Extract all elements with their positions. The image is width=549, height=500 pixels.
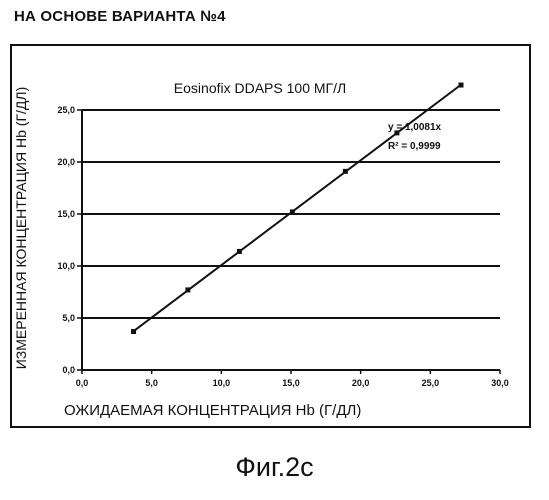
x-tick-label: 20,0	[352, 378, 370, 388]
y-tick-label: 0,0	[62, 365, 75, 375]
x-tick-label: 15,0	[282, 378, 300, 388]
x-tick-label: 0,0	[76, 378, 89, 388]
data-point	[237, 249, 242, 254]
x-tick-label: 5,0	[145, 378, 158, 388]
y-tick-label: 20,0	[57, 157, 75, 167]
data-point	[290, 209, 295, 214]
y-tick-label: 25,0	[57, 105, 75, 115]
y-tick-labels: 0,0 5,0 10,0 15,0 20,0 25,0	[57, 105, 75, 375]
y-tick-label: 10,0	[57, 261, 75, 271]
chart-title: Eosinofix DDAPS 100 МГ/Л	[174, 80, 346, 96]
y-tick-label: 15,0	[57, 209, 75, 219]
trend-r-squared: R² = 0,9999	[388, 141, 441, 152]
figure-caption: Фиг.2с	[0, 452, 549, 483]
x-tick-label: 10,0	[213, 378, 231, 388]
data-point	[458, 83, 463, 88]
data-point	[131, 329, 136, 334]
x-tick-labels: 0,0 5,0 10,0 15,0 20,0 25,0 30,0	[76, 378, 509, 388]
y-tick-label: 5,0	[62, 313, 75, 323]
x-tick-label: 25,0	[422, 378, 440, 388]
trend-equation: y = 1,0081x	[388, 122, 442, 133]
data-point	[185, 287, 190, 292]
data-point	[343, 169, 348, 174]
x-tick-label: 30,0	[491, 378, 509, 388]
